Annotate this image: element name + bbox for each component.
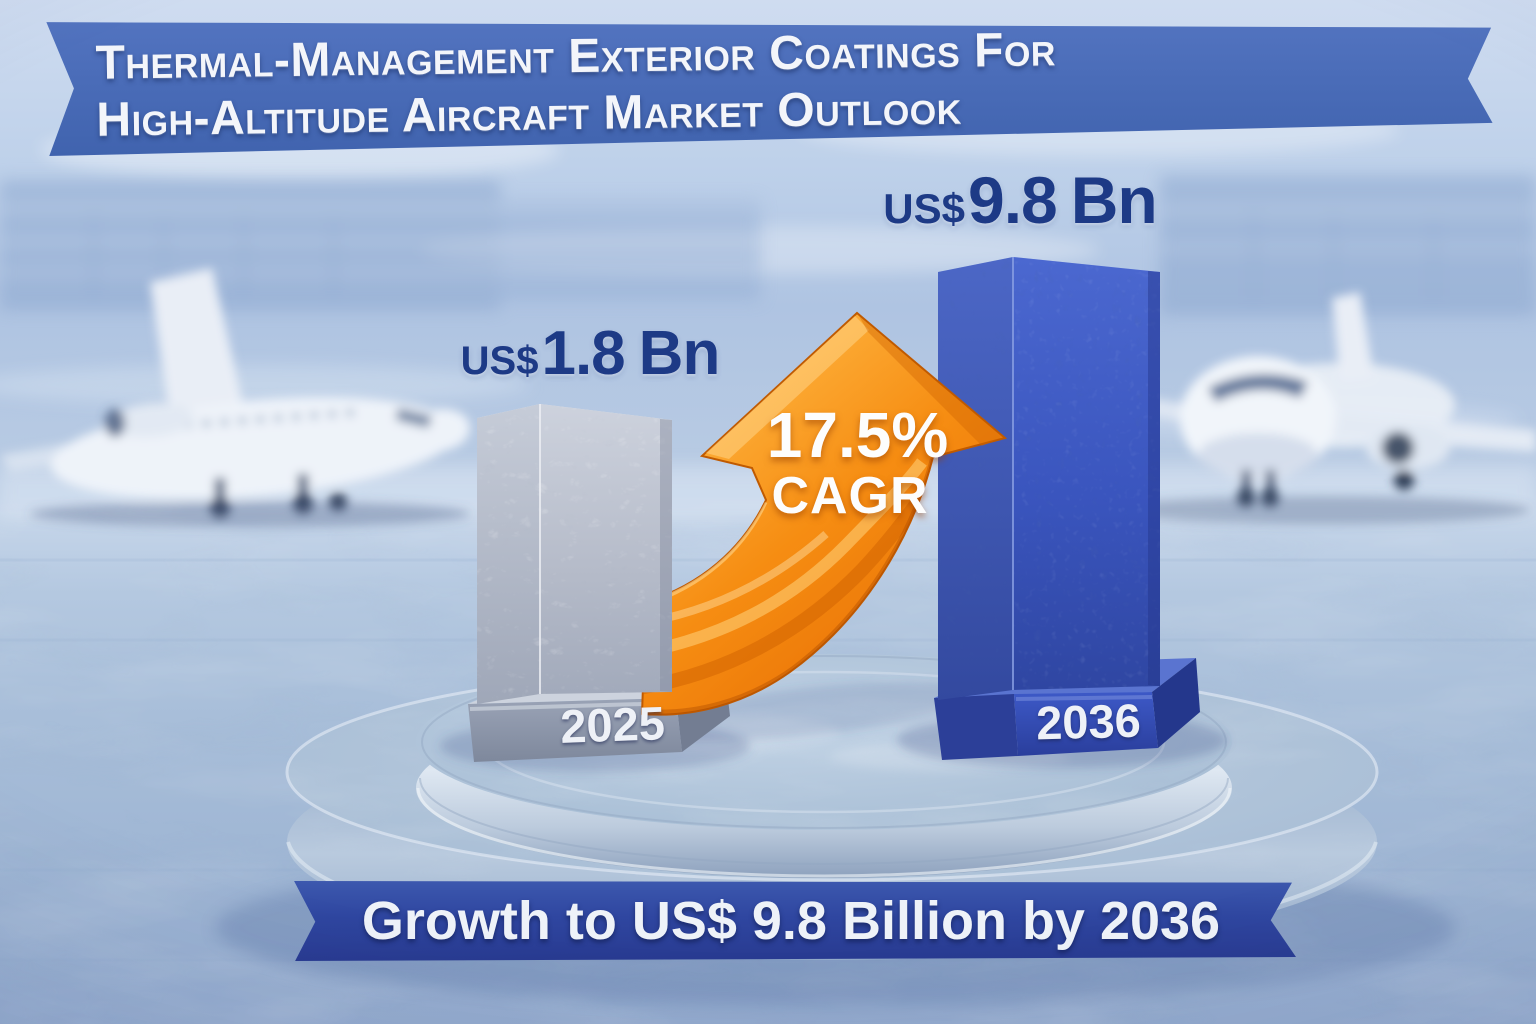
unit-2036: Bn (1070, 163, 1158, 237)
terminal-buildings (0, 175, 1536, 315)
cagr-rate: 17.5% (766, 399, 949, 471)
unit-2025: Bn (638, 319, 721, 388)
amount-2036: 9.8 (967, 163, 1058, 237)
footer-banner-text: Growth to US$ 9.8 Billion by 2036 (361, 891, 1221, 951)
year-label-2036: 2036 (1035, 693, 1142, 750)
page-title: Thermal-Management Exterior Coatings For… (95, 22, 1057, 149)
year-label-2025: 2025 (559, 696, 666, 753)
value-label-2025: US$ 1.8 Bn (425, 318, 755, 389)
bar-2036 (938, 257, 1160, 700)
footer-banner: Growth to US$ 9.8 Billion by 2036 (294, 881, 1296, 961)
bar-2025 (477, 404, 672, 704)
currency-prefix-2025: US$ (460, 339, 539, 383)
cagr-label: CAGR (771, 467, 929, 525)
currency-prefix-2036: US$ (883, 185, 965, 232)
amount-2025: 1.8 (541, 319, 625, 388)
value-label-2036: US$ 9.8 Bn (845, 162, 1195, 238)
